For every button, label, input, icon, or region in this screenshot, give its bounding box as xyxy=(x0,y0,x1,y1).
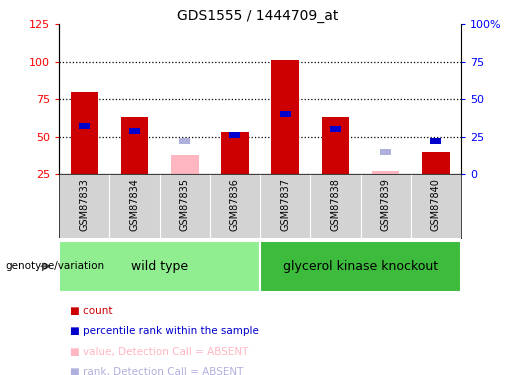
Text: wild type: wild type xyxy=(131,260,188,273)
Bar xyxy=(422,152,450,174)
Bar xyxy=(79,123,90,129)
Bar xyxy=(260,241,461,292)
Bar xyxy=(59,241,260,292)
Text: GSM87833: GSM87833 xyxy=(79,178,89,231)
Bar xyxy=(271,60,299,174)
Bar xyxy=(179,138,190,144)
Text: GSM87840: GSM87840 xyxy=(431,178,441,231)
Bar xyxy=(221,132,249,174)
Text: ■ value, Detection Call = ABSENT: ■ value, Detection Call = ABSENT xyxy=(70,347,248,357)
Bar xyxy=(129,128,140,134)
Bar xyxy=(380,149,391,155)
Text: ■ percentile rank within the sample: ■ percentile rank within the sample xyxy=(70,326,259,336)
Text: GSM87834: GSM87834 xyxy=(130,178,140,231)
Bar xyxy=(171,155,199,174)
Bar xyxy=(372,171,400,174)
Bar xyxy=(321,117,349,174)
Text: GSM87835: GSM87835 xyxy=(180,178,190,231)
Text: GSM87838: GSM87838 xyxy=(331,178,340,231)
Bar xyxy=(121,117,148,174)
Bar xyxy=(230,132,241,138)
Bar xyxy=(71,92,98,174)
Text: genotype/variation: genotype/variation xyxy=(5,261,104,271)
Text: ■ rank, Detection Call = ABSENT: ■ rank, Detection Call = ABSENT xyxy=(70,368,243,375)
Text: GSM87839: GSM87839 xyxy=(381,178,390,231)
Text: GSM87836: GSM87836 xyxy=(230,178,240,231)
Text: GDS1555 / 1444709_at: GDS1555 / 1444709_at xyxy=(177,9,338,23)
Bar xyxy=(280,111,290,117)
Bar xyxy=(431,138,441,144)
Text: ■ count: ■ count xyxy=(70,306,112,316)
Bar xyxy=(330,126,341,132)
Text: glycerol kinase knockout: glycerol kinase knockout xyxy=(283,260,438,273)
Text: GSM87837: GSM87837 xyxy=(280,178,290,231)
